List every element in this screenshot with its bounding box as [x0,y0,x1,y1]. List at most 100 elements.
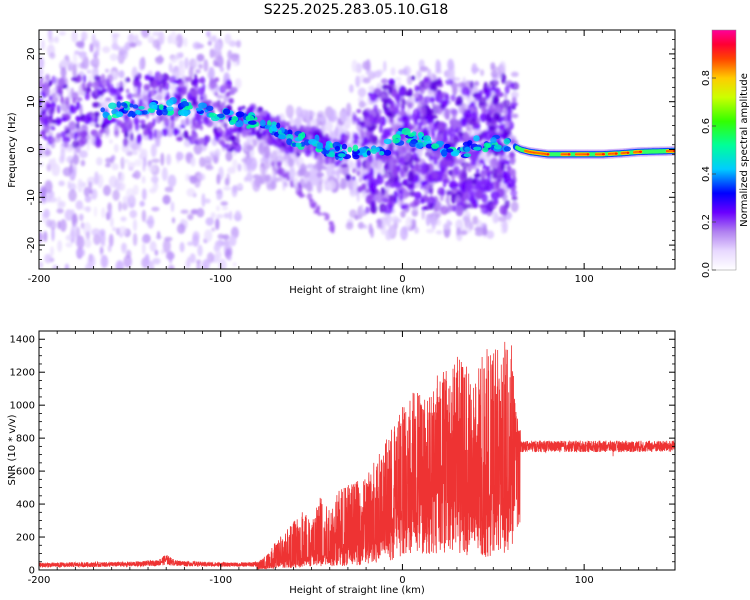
spectrogram-blob [216,205,220,212]
spectrogram-blob [487,84,493,89]
spectrogram-blob [136,86,142,95]
spectrogram-blob [498,150,505,157]
spectrogram-blob [411,75,416,81]
spectrogram-blob [72,52,78,65]
spectrogram-blob [65,242,73,248]
spectrogram-blob [379,151,385,156]
spectrogram-blob [102,111,109,119]
spectrogram-blob [225,91,231,98]
spectrogram-blob [490,70,498,78]
spectrogram-blob [175,52,180,60]
spectrogram-blob [441,188,446,197]
spectrogram-blob [71,30,78,43]
spectrogram-blob [352,139,359,145]
spectrogram-blob [289,113,293,127]
spectrogram-blob [139,58,143,71]
spectrogram-blob [567,153,571,156]
spectrogram-blob [419,115,427,120]
spectrogram-blob [147,260,155,269]
spectrogram-blob [466,89,471,98]
spectrogram-blob [229,121,235,125]
spectrogram-blob [462,215,468,222]
spectrogram-blob [626,151,630,154]
spectrogram-blob [447,58,454,71]
spectrogram-blob [73,164,77,177]
spectrogram-blob [313,209,319,214]
spectrogram-blob [469,118,477,126]
spectrogram-blob [308,138,317,145]
spectrogram-blob [317,142,323,148]
spectrogram-blob [148,101,158,110]
spectrogram-blob [450,193,457,204]
spectrogram-blob [359,204,364,216]
spectrogram-blob [187,241,194,246]
spectrogram-blob [300,109,309,119]
spectrogram-blob [134,159,143,167]
spectrogram-blob [198,64,203,69]
spectrogram-blob [507,166,513,177]
spectrogram-blob [398,110,407,116]
spectrogram-blob [91,33,96,48]
spectrogram-blob [170,83,177,92]
spectrogram-blob [506,183,511,189]
spectrogram-blob [490,191,500,200]
spectrogram-blob [276,122,281,129]
spectrogram-blob [57,240,63,252]
spectrogram-blob [328,226,334,232]
spectrogram-blob [402,115,410,126]
spectrogram-blob [352,114,357,122]
spectrogram-blob [135,109,141,115]
spectrogram-blob [185,173,191,182]
spectrogram-blob [94,171,99,185]
spectrogram-blob [497,174,503,183]
spectrogram-blob [437,121,446,132]
spectrogram-blob [353,184,358,191]
spectrogram-blob [471,63,478,75]
spectrogram-blob [302,170,310,178]
spectrogram-blob [233,135,237,141]
spectrogram-blob [230,86,238,93]
spectrogram-blob [129,42,137,48]
spectrogram-blob [166,153,172,166]
spectrogram-blob [365,194,373,205]
spectrogram-blob [638,150,643,153]
spectrogram-blob [71,209,75,215]
spectrogram-blob [39,81,44,89]
spectrogram-blob [68,165,74,174]
spectrogram-blob [100,107,105,113]
spectrogram-blob [400,203,409,210]
spectrogram-blob [221,143,229,149]
spectrogram-blob [236,131,240,139]
spectrogram-blob [480,171,487,179]
spectrogram-blob [103,119,112,125]
spectrogram-blob [211,227,216,232]
spectrogram-blob [39,261,44,269]
spectrogram-blob [462,132,470,142]
spectrogram-blob [367,178,374,190]
spectrogram-blob [123,255,132,268]
spectrogram-blob [349,84,354,93]
spectrogram-blob [439,92,446,98]
spectrogram-blob [56,104,61,114]
spectrogram-blob [59,200,66,208]
spectrogram-blob [121,242,127,252]
spectrogram-blob [125,188,135,198]
spectrogram-blob [452,81,458,96]
spectrogram-blob [228,40,237,47]
spectrogram-blob [227,254,232,261]
spectrogram-blob [451,187,456,194]
spectrogram-blob [383,149,392,156]
spectrogram-blob [409,140,417,148]
spectrogram-blob [405,216,413,230]
spectrogram-blob [365,188,371,194]
spectrogram-blob [127,33,135,44]
spectrogram-blob [43,231,48,242]
spectrogram-blob [204,198,211,204]
spectrogram-blob [56,89,64,95]
spectrogram-blob [455,99,461,107]
spectrogram-blob [503,160,511,165]
spectrogram-blob [72,154,80,165]
spectrogram-blob [381,78,388,84]
spectrogram-blob [260,166,264,176]
spectrogram-blob [352,176,356,181]
